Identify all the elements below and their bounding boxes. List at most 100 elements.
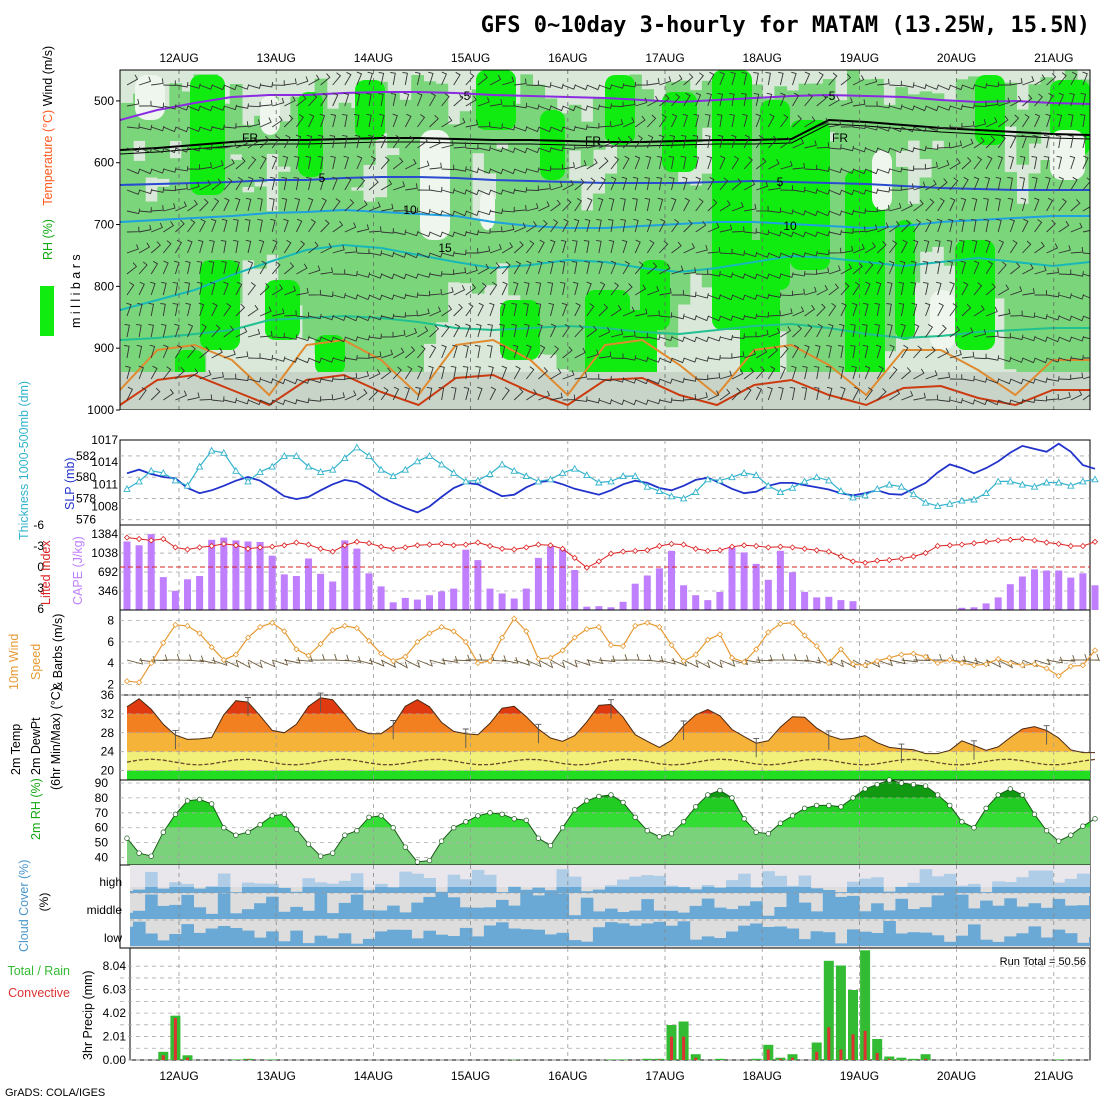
wind-barb	[211, 178, 222, 191]
wind10m-barb	[792, 655, 810, 662]
wind10m-barb	[1046, 656, 1064, 664]
wind-barb	[622, 260, 630, 275]
wind-barb	[768, 273, 782, 279]
wind-barb	[562, 324, 570, 338]
wind-barb	[671, 336, 685, 342]
rh-band-mid	[871, 78, 884, 121]
wind10m-barb	[756, 654, 773, 662]
wind-barb	[356, 177, 366, 191]
wind10m-point	[523, 628, 530, 635]
wind-barb	[768, 346, 779, 359]
wind-barb	[801, 387, 808, 401]
rh-band-mid	[1040, 160, 1054, 410]
wind-barb	[852, 226, 866, 233]
cloud-cell	[471, 907, 485, 919]
li-point	[365, 540, 373, 547]
wind-barb	[997, 284, 1010, 296]
thickness-point	[740, 468, 748, 476]
wind-barb	[247, 399, 262, 406]
wind-barb	[524, 281, 530, 296]
minmax-whisker	[608, 699, 614, 719]
rh-point	[281, 811, 287, 817]
wind-barb	[1034, 265, 1047, 275]
wind10m-point	[1031, 661, 1038, 668]
rh-point	[632, 814, 638, 820]
cape-bar	[208, 539, 216, 610]
wind-barb	[221, 218, 228, 233]
wind-barb	[211, 142, 225, 149]
cape-bar	[413, 599, 421, 610]
cloud-cell	[362, 910, 376, 919]
wind-barb	[429, 92, 437, 107]
minmax-whisker	[1043, 725, 1050, 745]
wind-barb	[284, 310, 297, 317]
wind-barb	[792, 306, 805, 317]
precip-total-bar	[267, 1059, 278, 1060]
wind-barb	[163, 80, 176, 86]
wind-barb	[488, 365, 494, 380]
thickness-point	[607, 477, 615, 485]
wind-barb	[731, 273, 746, 279]
wind-barb	[620, 197, 626, 212]
rh-band-mid	[1028, 173, 1042, 385]
wind-barb	[838, 365, 844, 380]
rh-band-high	[640, 260, 670, 330]
wind-barb	[731, 333, 745, 340]
wind-barb	[816, 249, 830, 256]
wind10m-point	[305, 652, 312, 659]
wind-barb	[187, 199, 198, 212]
li-point	[789, 544, 796, 551]
cape-bar	[970, 607, 978, 610]
wind-barb	[937, 142, 951, 149]
li-point	[692, 545, 699, 552]
wind10m-point	[365, 637, 373, 644]
cloud-cell	[955, 885, 969, 893]
wind-barb	[961, 103, 975, 109]
wind-barb	[1009, 240, 1018, 254]
wind-barb	[320, 336, 334, 343]
li-point	[184, 546, 191, 553]
wind-barb	[416, 365, 424, 380]
wind-barb	[465, 119, 479, 128]
isotherm-line	[120, 208, 1090, 230]
wind-barb	[513, 241, 524, 254]
li-point	[426, 541, 433, 548]
isotherm-line	[120, 243, 1090, 311]
wind-barb	[317, 134, 324, 149]
wind-barb	[223, 84, 238, 91]
wind-barb	[573, 218, 580, 233]
rh-band-low	[260, 95, 280, 135]
wind-barb	[320, 197, 327, 212]
wind10m-point	[632, 622, 639, 629]
wind-barb	[1009, 134, 1017, 149]
wind-barb	[923, 281, 929, 296]
wind10m-point	[958, 660, 965, 667]
cloud-cell	[980, 892, 993, 893]
wind-barb	[344, 222, 357, 233]
cloud-cell	[968, 883, 981, 893]
cloud-cell	[810, 888, 824, 893]
wind-barb	[768, 292, 782, 298]
wind-barb	[1058, 176, 1064, 191]
wind-barb	[126, 189, 141, 195]
cloud-cell	[689, 939, 703, 946]
li-point	[281, 542, 288, 549]
wind-barb	[586, 303, 595, 317]
wind-barb	[163, 221, 175, 233]
cloud-cell	[750, 923, 763, 946]
wind-barb	[610, 353, 624, 359]
wind-barb	[393, 205, 406, 212]
date-label-bottom: 17AUG	[645, 1069, 684, 1083]
wind-barb	[623, 81, 637, 88]
wind-barb	[767, 135, 778, 149]
wind-barb	[877, 168, 891, 174]
wind-barb	[925, 394, 939, 401]
wind-barb	[768, 252, 782, 259]
cloud-cell	[762, 915, 775, 919]
wind-barb	[574, 124, 588, 131]
wind-barb	[1093, 114, 1098, 127]
cloud-cell	[713, 907, 727, 919]
rh-point	[947, 802, 953, 809]
wind-barb	[356, 353, 370, 359]
